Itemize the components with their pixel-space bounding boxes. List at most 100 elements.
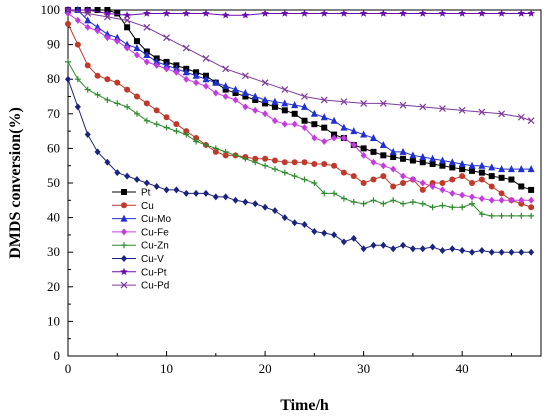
data-point bbox=[370, 241, 377, 249]
legend-label: Cu-Fe bbox=[141, 227, 169, 238]
data-point bbox=[528, 204, 535, 211]
series-lines bbox=[64, 6, 535, 256]
data-point bbox=[400, 155, 407, 162]
data-point bbox=[103, 13, 111, 21]
legend-label: Pt bbox=[141, 188, 151, 199]
data-point bbox=[212, 193, 219, 201]
data-point bbox=[193, 135, 200, 142]
series-cu-mo bbox=[64, 6, 535, 173]
data-point bbox=[173, 121, 180, 128]
data-point bbox=[380, 241, 387, 249]
data-point bbox=[399, 9, 407, 17]
data-point bbox=[252, 155, 259, 162]
data-point bbox=[527, 9, 535, 17]
x-tick-label: 10 bbox=[160, 361, 173, 376]
y-tick-label: 0 bbox=[54, 348, 61, 363]
data-point bbox=[478, 9, 486, 17]
y-tick-label: 50 bbox=[47, 175, 60, 190]
data-point bbox=[143, 58, 150, 66]
data-point bbox=[173, 186, 180, 194]
data-point bbox=[301, 176, 308, 183]
data-point bbox=[252, 159, 259, 166]
data-point bbox=[271, 117, 278, 125]
data-point bbox=[232, 152, 239, 159]
data-point bbox=[429, 243, 436, 251]
data-point bbox=[400, 200, 407, 207]
data-point bbox=[527, 117, 535, 125]
data-point bbox=[193, 189, 200, 197]
data-point bbox=[241, 89, 249, 97]
data-point bbox=[320, 96, 328, 104]
data-point bbox=[291, 159, 298, 166]
data-point bbox=[518, 196, 525, 204]
x-tick-label: 30 bbox=[357, 361, 370, 376]
y-tick-label: 10 bbox=[47, 313, 60, 328]
data-point bbox=[340, 9, 348, 17]
data-point bbox=[183, 75, 190, 83]
data-point bbox=[390, 154, 397, 161]
data-point bbox=[271, 97, 279, 105]
data-point bbox=[182, 44, 190, 52]
x-tick-label: 20 bbox=[259, 361, 272, 376]
data-point bbox=[163, 61, 171, 69]
data-point bbox=[291, 110, 298, 117]
data-point bbox=[439, 180, 446, 186]
legend-marker bbox=[120, 267, 128, 276]
data-point bbox=[133, 51, 140, 59]
data-point bbox=[488, 212, 495, 219]
data-point bbox=[498, 190, 505, 197]
data-point bbox=[124, 103, 131, 110]
data-point bbox=[340, 169, 347, 176]
data-point bbox=[242, 93, 249, 100]
data-point bbox=[449, 245, 456, 253]
data-point bbox=[380, 200, 387, 207]
data-point bbox=[390, 245, 397, 253]
data-point bbox=[133, 44, 141, 52]
data-point bbox=[409, 245, 416, 253]
y-axis-label: DMDS conversion(%) bbox=[7, 107, 24, 259]
data-point bbox=[340, 123, 348, 131]
data-point bbox=[350, 127, 358, 135]
data-point bbox=[507, 165, 515, 173]
data-point bbox=[65, 75, 71, 83]
data-point bbox=[370, 148, 377, 155]
legend-marker bbox=[121, 255, 127, 262]
data-point bbox=[517, 113, 525, 121]
series-cu-pd bbox=[64, 6, 535, 125]
data-point bbox=[183, 189, 190, 197]
data-point bbox=[478, 108, 486, 116]
data-point bbox=[163, 124, 170, 131]
data-point bbox=[370, 176, 377, 183]
data-point bbox=[340, 238, 347, 246]
data-point bbox=[84, 16, 92, 24]
data-point bbox=[419, 103, 427, 111]
data-point bbox=[301, 159, 308, 166]
data-point bbox=[359, 9, 368, 17]
data-point bbox=[419, 153, 427, 161]
data-point bbox=[163, 114, 170, 121]
data-point bbox=[202, 189, 209, 197]
data-point bbox=[143, 9, 151, 17]
data-point bbox=[498, 196, 505, 204]
data-point bbox=[478, 211, 485, 218]
data-point bbox=[311, 180, 318, 186]
data-point bbox=[74, 41, 81, 48]
data-point bbox=[429, 160, 436, 167]
data-point bbox=[173, 128, 180, 135]
data-point bbox=[251, 92, 259, 100]
data-point bbox=[153, 121, 160, 128]
series-cu-fe bbox=[65, 9, 535, 204]
legend-marker bbox=[121, 242, 127, 249]
data-point bbox=[497, 9, 506, 17]
data-point bbox=[321, 190, 328, 197]
data-point bbox=[262, 203, 269, 211]
data-point bbox=[449, 176, 456, 183]
data-point bbox=[478, 176, 485, 183]
data-point bbox=[114, 37, 121, 45]
data-point bbox=[202, 141, 209, 148]
data-point bbox=[84, 23, 91, 31]
data-point bbox=[350, 234, 357, 242]
data-point bbox=[350, 141, 357, 149]
data-point bbox=[331, 134, 338, 142]
